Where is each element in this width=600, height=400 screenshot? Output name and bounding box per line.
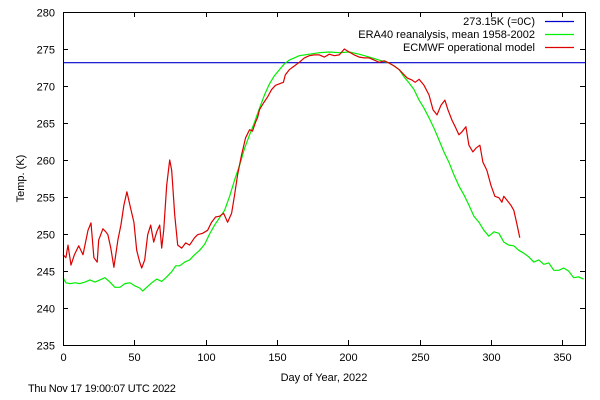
- x-tick-label: 150: [268, 352, 286, 364]
- legend-label: ECMWF operational model: [403, 42, 535, 54]
- x-tick-label: 0: [60, 352, 66, 364]
- y-tick-label: 240: [37, 304, 55, 316]
- x-tick-label: 300: [482, 352, 500, 364]
- x-tick-label: 50: [128, 352, 140, 364]
- series-line-1: [62, 51, 584, 292]
- y-tick-label: 275: [37, 45, 55, 57]
- x-tick-label: 250: [411, 352, 429, 364]
- y-tick-label: 270: [37, 82, 55, 94]
- x-tick-label: 100: [197, 352, 215, 364]
- x-axis-label: Day of Year, 2022: [281, 372, 368, 384]
- y-tick-label: 260: [37, 156, 55, 168]
- y-tick-label: 250: [37, 230, 55, 242]
- series-layer: [62, 48, 585, 292]
- y-tick-label: 255: [37, 193, 55, 205]
- y-tick-label: 245: [37, 267, 55, 279]
- y-tick-label: 280: [37, 8, 55, 20]
- y-axis-label: Temp. (K): [15, 155, 27, 203]
- x-tick-label: 350: [553, 352, 571, 364]
- legend-label: ERA40 reanalysis, mean 1958-2002: [358, 29, 535, 41]
- timestamp: Thu Nov 17 19:00:07 UTC 2022: [28, 383, 176, 395]
- legend-label: 273.15K (=0C): [463, 16, 535, 28]
- y-tick-label: 265: [37, 119, 55, 131]
- ticks-layer: 0 50 100 150 200 250 300 350 235 240 245 250 255 260 2…: [37, 8, 585, 364]
- plot-frame: [63, 12, 586, 346]
- legend: 273.15K (=0C)ERA40 reanalysis, mean 1958…: [358, 16, 574, 54]
- series-line-2: [62, 48, 521, 269]
- x-tick-label: 200: [339, 352, 357, 364]
- y-tick-label: 235: [37, 341, 55, 353]
